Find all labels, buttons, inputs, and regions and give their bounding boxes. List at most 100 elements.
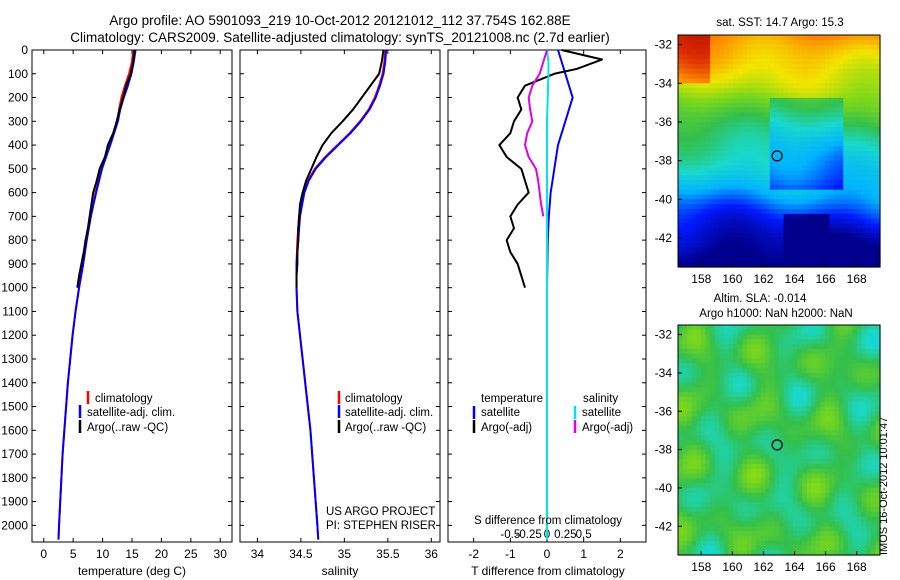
map-cell xyxy=(852,444,858,451)
map-cell xyxy=(714,49,720,55)
map-cell xyxy=(733,83,739,89)
map-cell xyxy=(705,35,711,41)
map-cell xyxy=(815,49,821,55)
map-cell xyxy=(852,83,858,89)
map-cell xyxy=(765,416,771,422)
map-cell xyxy=(719,35,725,41)
map-cell xyxy=(811,262,817,268)
map-cell xyxy=(710,146,716,152)
map-cell xyxy=(811,497,817,503)
map-cell xyxy=(719,420,725,427)
map-cell xyxy=(774,368,780,374)
map-cell xyxy=(700,348,707,355)
map-cell xyxy=(788,242,794,249)
map-cell xyxy=(834,483,840,489)
map-cell xyxy=(875,353,881,360)
map-cell xyxy=(843,126,849,133)
map-cell xyxy=(682,430,688,436)
map-cell xyxy=(857,444,863,451)
map-cell xyxy=(719,401,725,408)
map-cell xyxy=(838,64,844,70)
map-cell xyxy=(797,550,803,556)
map-cell xyxy=(829,535,835,542)
map-cell xyxy=(829,199,835,205)
map-cell xyxy=(760,199,766,205)
map-cell xyxy=(875,531,881,537)
x-top-tick-label: 0.25 xyxy=(554,529,576,541)
map-cell xyxy=(687,440,693,446)
map-cell xyxy=(806,199,812,205)
map-cell xyxy=(728,136,734,142)
map-cell xyxy=(843,228,849,234)
map-cell xyxy=(815,363,821,369)
map-cell xyxy=(682,454,688,460)
map-cell xyxy=(797,430,803,436)
map-cell xyxy=(765,492,771,499)
map-cell xyxy=(691,344,697,350)
map-cell xyxy=(811,165,817,171)
map-cell xyxy=(691,131,697,138)
map-cell xyxy=(710,545,716,551)
map-cell xyxy=(801,218,808,225)
map-cell xyxy=(870,478,877,484)
map-cell xyxy=(687,334,693,340)
map-cell xyxy=(678,78,684,84)
map-cell xyxy=(843,160,849,167)
map-cell xyxy=(746,411,753,417)
map-cell xyxy=(728,228,734,234)
map-cell xyxy=(746,435,753,441)
map-cell xyxy=(728,247,734,254)
map-cell xyxy=(696,233,702,239)
map-cell xyxy=(751,189,757,196)
map-cell xyxy=(765,131,771,138)
map-cell xyxy=(847,54,854,60)
map-cell xyxy=(847,59,854,65)
map-cell xyxy=(779,483,785,489)
map-cell xyxy=(783,478,789,484)
map-cell xyxy=(847,372,854,379)
map-cell xyxy=(861,136,867,142)
map-cell xyxy=(746,49,753,55)
map-cell xyxy=(847,411,854,417)
map-cell xyxy=(788,97,794,104)
map-cell xyxy=(769,425,776,432)
map-cell xyxy=(765,440,771,446)
map-cell xyxy=(820,392,826,398)
map-cell xyxy=(866,531,872,537)
map-cell xyxy=(779,449,785,455)
map-cell xyxy=(756,151,762,157)
map-cell xyxy=(857,97,863,104)
map-cell xyxy=(852,247,858,254)
map-cell xyxy=(756,339,762,345)
map-cell xyxy=(691,468,697,475)
map-cell xyxy=(682,64,688,70)
map-cell xyxy=(705,339,711,345)
map-cell xyxy=(710,526,716,532)
map-cell xyxy=(797,39,803,46)
map-cell xyxy=(714,382,720,388)
map-cell xyxy=(779,353,785,360)
map-cell xyxy=(843,478,849,484)
map-cell xyxy=(696,122,702,128)
map-cell xyxy=(696,411,702,417)
map-cell xyxy=(834,440,840,446)
map-cell xyxy=(710,102,716,109)
map-cell xyxy=(696,416,702,422)
map-cell xyxy=(875,382,881,388)
map-cell xyxy=(733,136,739,142)
map-cell xyxy=(746,545,753,551)
map-cell xyxy=(687,39,693,46)
map-cell xyxy=(861,170,867,176)
map-cell xyxy=(838,218,844,225)
map-cell xyxy=(834,223,840,229)
map-cell xyxy=(691,112,697,118)
map-cell xyxy=(815,372,821,379)
map-cell xyxy=(792,440,798,446)
map-cell xyxy=(788,358,794,364)
map-cell xyxy=(824,213,831,220)
map-cell xyxy=(746,550,753,556)
map-cell xyxy=(834,122,840,128)
map-cell xyxy=(870,334,877,340)
map-cell xyxy=(875,550,881,556)
map-cell xyxy=(829,213,835,220)
